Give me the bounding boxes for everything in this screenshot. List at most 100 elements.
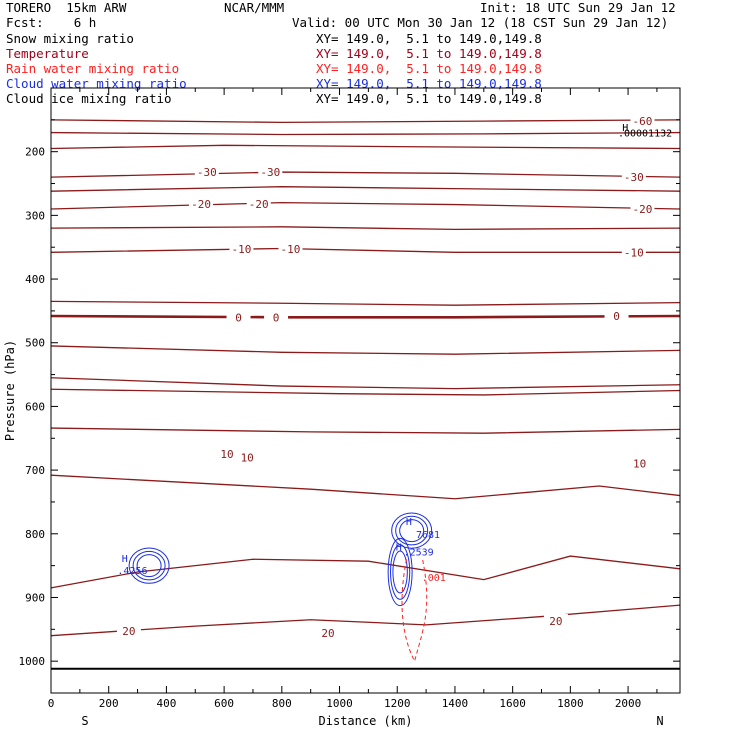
temperature-contour-label: 0 xyxy=(613,310,620,323)
legend-xy: XY= 149.0, 5.1 to 149.0,149.8 xyxy=(316,91,542,106)
isotherm-line xyxy=(50,226,681,231)
contour-label-bg xyxy=(235,450,260,463)
cloud-water-contour xyxy=(387,537,413,607)
contour-label-bg xyxy=(246,196,271,209)
x-tick-label: 200 xyxy=(99,697,119,710)
plot-frame xyxy=(50,87,681,694)
x-tick-label: 0 xyxy=(48,697,55,710)
temperature-contour-label: -10 xyxy=(281,243,301,256)
contour-label-bg xyxy=(627,456,652,469)
contour-label-bg xyxy=(189,196,214,209)
y-tick-label: 400 xyxy=(25,273,45,286)
temperature-contour-label: 20 xyxy=(549,615,562,628)
y-tick-label: 700 xyxy=(25,464,45,477)
cloud-water-contour xyxy=(399,519,425,543)
y-tick-label: 800 xyxy=(25,528,45,541)
cloud-water-contour xyxy=(395,515,429,546)
legend-label: Cloud water mixing ratio xyxy=(6,76,187,91)
y-tick-label: 1000 xyxy=(19,655,46,668)
cloud-water-contour xyxy=(390,544,411,600)
temperature-contour-label: 0 xyxy=(235,311,242,324)
temperature-contour-label: 10 xyxy=(633,458,646,471)
temperature-contour-label: -20 xyxy=(249,198,269,211)
y-tick-label: 500 xyxy=(25,337,45,350)
contour-label-bg xyxy=(258,165,283,178)
temperature-contour-label: -30 xyxy=(197,166,217,179)
legend-xy: XY= 149.0, 5.1 to 149.0,149.8 xyxy=(316,46,542,61)
x-tick-label: 1000 xyxy=(326,697,353,710)
legend-label: Snow mixing ratio xyxy=(6,31,134,46)
isotherm-line xyxy=(50,119,681,124)
forecast-hour: Fcst: 6 h xyxy=(6,15,97,30)
contour-label-bg xyxy=(215,447,240,460)
isotherm-line xyxy=(50,131,681,136)
isotherm-line xyxy=(50,427,681,434)
x-end-label-left: S xyxy=(81,714,88,728)
y-tick-label: 200 xyxy=(25,146,45,159)
temperature-contour-label: -60 xyxy=(633,115,653,128)
x-tick-label: 800 xyxy=(272,697,292,710)
temperature-contour-label: -30 xyxy=(624,171,644,184)
x-end-label-right: N xyxy=(656,714,663,728)
isotherm-line xyxy=(50,247,680,253)
contour-label-bg xyxy=(621,245,646,258)
legend-xy: XY= 149.0, 5.1 to 149.0,149.8 xyxy=(316,31,542,46)
contour-label-bg xyxy=(315,626,340,639)
x-tick-label: 400 xyxy=(156,697,176,710)
init-time: Init: 18 UTC Sun 29 Jan 12 xyxy=(480,0,676,15)
legend-label: Rain water mixing ratio xyxy=(6,61,180,76)
isotherm-line xyxy=(50,377,681,390)
legend-label: Temperature xyxy=(6,46,89,61)
x-tick-label: 1600 xyxy=(499,697,526,710)
cloud-water-label: 7681 xyxy=(416,530,440,541)
temperature-contour-label: -20 xyxy=(633,203,653,216)
contour-label-bg xyxy=(604,308,629,321)
contour-label-bg xyxy=(543,614,568,627)
temperature-contour-label: 10 xyxy=(220,448,233,461)
isotherm-line xyxy=(50,345,681,355)
cloud-water-contour xyxy=(132,550,166,581)
high-marker: H xyxy=(122,554,128,565)
cloud-water-contour xyxy=(392,550,408,594)
contour-label-bg xyxy=(226,310,251,323)
x-tick-label: 1200 xyxy=(384,697,411,710)
x-tick-label: 1400 xyxy=(442,697,469,710)
legend-label: Cloud ice mixing ratio xyxy=(6,91,172,106)
rain-water-contour xyxy=(401,559,428,663)
isotherm-line xyxy=(50,388,681,396)
y-tick-label: 300 xyxy=(25,209,45,222)
isotherm-line xyxy=(50,144,681,150)
contour-label-bg xyxy=(621,170,646,183)
isotherm-line xyxy=(50,300,681,306)
temperature-contour-label: 20 xyxy=(321,627,334,640)
isotherm-line xyxy=(50,474,681,500)
temperature-contour-label: -10 xyxy=(231,243,251,256)
temperature-contour-label: -20 xyxy=(191,198,211,211)
high-marker: H xyxy=(406,517,412,528)
isotherm-line xyxy=(50,604,681,637)
legend-xy: XY= 149.0, 5.1 to 149.0,149.8 xyxy=(316,61,542,76)
y-axis-label: Pressure (hPa) xyxy=(3,340,17,441)
center-label: NCAR/MMM xyxy=(224,0,285,15)
y-tick-label: 600 xyxy=(25,400,45,413)
valid-time: Valid: 00 UTC Mon 30 Jan 12 (18 CST Sun … xyxy=(292,15,669,30)
isotherm-line xyxy=(50,171,681,178)
cloud-water-contour xyxy=(128,547,170,584)
contour-label-bg xyxy=(116,624,141,637)
contour-label-bg xyxy=(630,202,655,214)
x-tick-label: 600 xyxy=(214,697,234,710)
cloud-water-label: .4256 xyxy=(117,566,147,577)
cloud-ice-max-label: .00001132 xyxy=(618,128,672,139)
x-axis-label: Distance (km) xyxy=(319,714,413,728)
contour-label-bg xyxy=(229,242,254,255)
cloud-water-contour xyxy=(136,554,162,578)
contour-label-bg xyxy=(278,242,303,255)
model-title: TORERO 15km ARW xyxy=(6,0,127,15)
contour-label-bg xyxy=(194,165,219,178)
rain-water-label: .001 xyxy=(422,573,446,584)
temperature-contour-label: -10 xyxy=(624,246,644,259)
x-tick-label: 1800 xyxy=(557,697,584,710)
contour-label-bg xyxy=(264,310,289,323)
y-tick-label: 900 xyxy=(25,591,45,604)
